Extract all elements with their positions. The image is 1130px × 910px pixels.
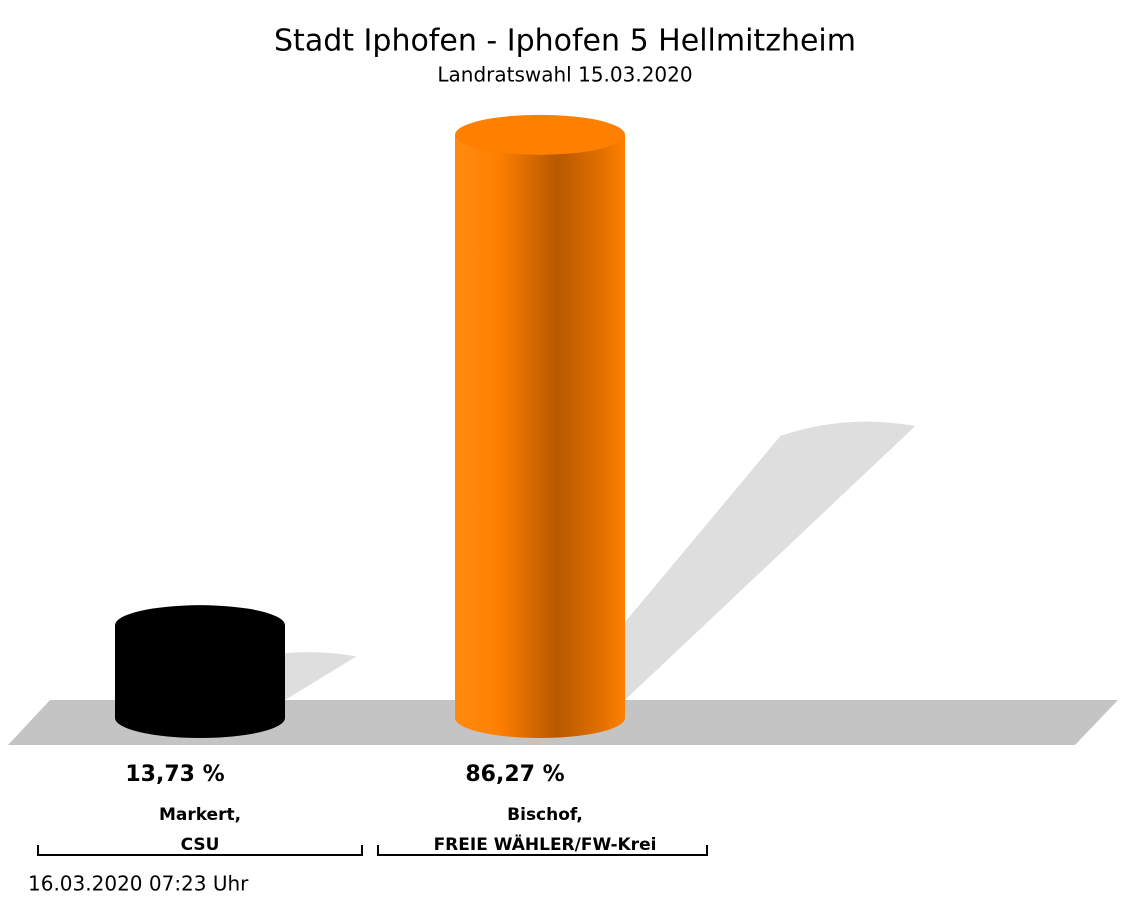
bar-body bbox=[115, 625, 285, 738]
bar-body bbox=[455, 134, 625, 738]
value-label: 86,27 % bbox=[465, 762, 564, 787]
chart-title: Stadt Iphofen - Iphofen 5 Hellmitzheim bbox=[274, 24, 856, 59]
bar-top bbox=[455, 114, 625, 155]
footer: 16.03.2020 07:23 Uhr bbox=[28, 872, 249, 896]
bar bbox=[455, 114, 625, 738]
bar-shadow bbox=[560, 421, 916, 700]
bracket bbox=[37, 845, 708, 856]
category-label: Markert, bbox=[159, 805, 241, 825]
bar bbox=[115, 605, 285, 738]
category-label: FREIE WÄHLER/FW-Krei bbox=[434, 833, 657, 855]
bar-top bbox=[115, 605, 285, 646]
chart-subtitle: Landratswahl 15.03.2020 bbox=[437, 63, 692, 87]
category-label: CSU bbox=[181, 835, 220, 855]
value-label: 13,73 % bbox=[125, 762, 224, 787]
category-label: Bischof, bbox=[507, 805, 583, 825]
